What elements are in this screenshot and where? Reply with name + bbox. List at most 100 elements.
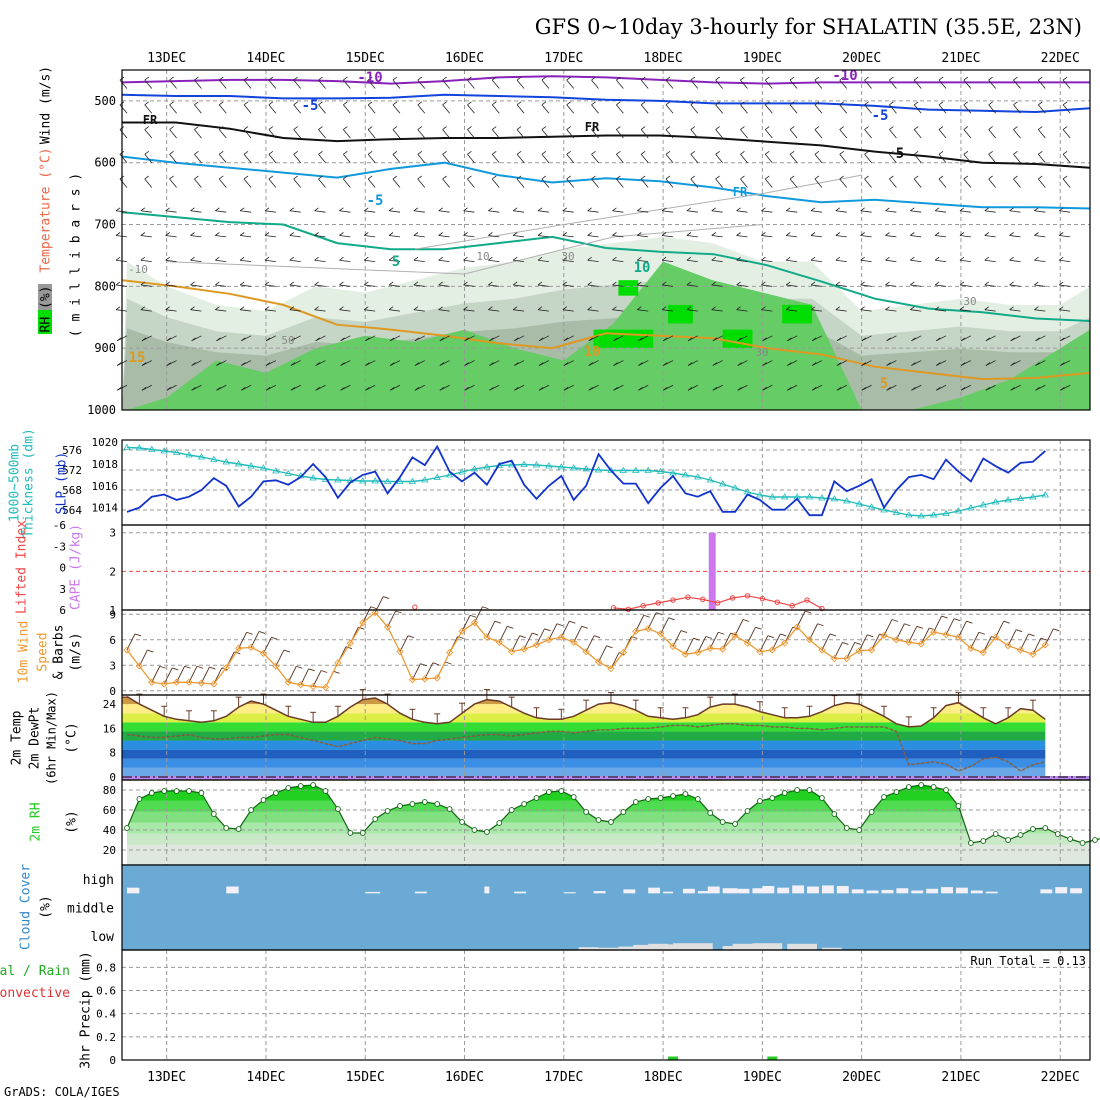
upper-wind-barb-flag [388,281,394,286]
rh-point [632,799,639,805]
upper-wind-barb-flag [910,207,915,212]
wind10-axis-label-3: & Barbs [52,625,67,680]
wind10-barb-flag [606,645,613,649]
upper-wind-barb [662,235,674,238]
upper-wind-barb-flag [587,207,592,212]
upper-wind-barb [165,210,177,213]
wind10-barb [1020,633,1029,651]
upper-wind-barb-flag [365,337,370,342]
upper-wind-barb [293,154,302,163]
upper-wind-barb-flag [169,101,174,106]
high-cloud-bar [752,888,765,894]
wind10-barb-flag [829,633,837,637]
upper-wind-barb-flag [241,386,246,391]
thickness-point [160,447,168,454]
upper-wind-barb-flag [637,232,642,236]
upper-wind-barb-flag [191,362,196,366]
upper-wind-barb [343,154,351,163]
thickness-point [148,445,156,452]
upper-wind-barb-flag [889,175,894,180]
wind10-point [619,648,628,657]
upper-wind-barb-flag [169,126,174,130]
high-cloud-bar [226,886,239,894]
upper-wind-barb-flag [464,386,469,391]
upper-wind-barb-flag [218,126,224,130]
upper-wind-barb-flag [985,362,991,366]
temp-tick-label: 0 [109,771,116,784]
thickness-point [396,477,404,484]
rh-contour-line [414,174,862,250]
temp-band [122,722,1046,732]
upper-wind-barb [860,210,872,213]
upper-wind-barb-flag [243,126,249,130]
upper-wind-barb [810,210,822,213]
upper-wind-barb [616,154,624,163]
upper-wind-barb [566,154,575,163]
upper-wind-barb [289,210,301,213]
upper-wind-barb [537,235,549,238]
rh-point [918,782,925,788]
upper-wind-barb [910,309,922,312]
upper-wind-barb [537,259,549,263]
rh-band [127,833,1090,845]
upper-wind-barb-flag [115,207,121,212]
thickness-point [991,498,1000,505]
wind10-point [880,631,888,640]
upper-wind-barb [513,309,525,312]
upper-wind-barb [637,235,649,238]
upper-wind-barb-flag [367,76,373,81]
upper-wind-barb [491,79,500,89]
upper-wind-barb-flag [712,337,718,342]
upper-wind-barb [690,129,699,139]
upper-wind-barb [488,259,500,263]
wind10-point [297,681,305,689]
upper-wind-barb [612,259,624,263]
upper-wind-barb-flag [814,76,820,81]
upper-wind-barb-flag [988,101,993,106]
rh-point [955,803,962,809]
wind10-barb [796,610,806,628]
upper-wind-barb-flag [464,362,469,366]
cape-tick-label: 1 [109,604,116,617]
upper-wind-barb-flag [814,150,820,155]
upper-wind-barb-flag [537,207,543,212]
upper-wind-barb-flag [488,306,493,311]
upper-wind-barb-flag [1038,76,1043,81]
upper-wind-barb [640,129,649,139]
upper-wind-barb-flag [835,256,841,261]
bottom-date-tick-label: 19DEC [743,1070,782,1085]
upper-wind-barb-flag [439,362,445,366]
thickness-point [210,455,218,462]
rh-tick-label: 60 [103,804,116,817]
wind10-point [1029,650,1037,658]
upper-wind-barb-flag [364,256,369,261]
upper-wind-barb-flag [737,386,742,391]
wind10-barb-flag [407,635,415,639]
upper-wind-barb-flag [911,362,916,366]
upper-wind-barb-flag [736,256,741,261]
rh-point [1054,831,1061,837]
upper-wind-barb [389,210,401,213]
upper-wind-barb-flag [711,281,716,286]
upper-wind-barb [438,309,450,312]
upper-wind-barb [463,309,475,312]
upper-wind-barb-flag [612,256,617,261]
upper-wind-barb-flag [141,362,147,366]
upper-wind-barb [587,235,599,238]
top-date-tick-label: 16DEC [445,51,484,66]
rh-point [645,796,652,802]
upper-wind-barb [169,178,177,188]
upper-wind-barb [516,154,525,163]
upper-wind-barb [910,235,922,238]
upper-wind-barb [264,210,276,213]
wind10-barb-flag [1040,637,1048,641]
upper-wind-barb-flag [442,150,447,155]
upper-wind-barb-flag [314,256,319,261]
upper-wind-barb [463,284,475,287]
upper-wind-barb [367,104,376,114]
upper-wind-barb-flag [836,386,842,391]
upper-wind-barb [541,178,550,188]
upper-wind-barb-flag [936,362,941,366]
thickness-point [272,467,280,474]
upper-wind-barb-flag [463,232,468,236]
